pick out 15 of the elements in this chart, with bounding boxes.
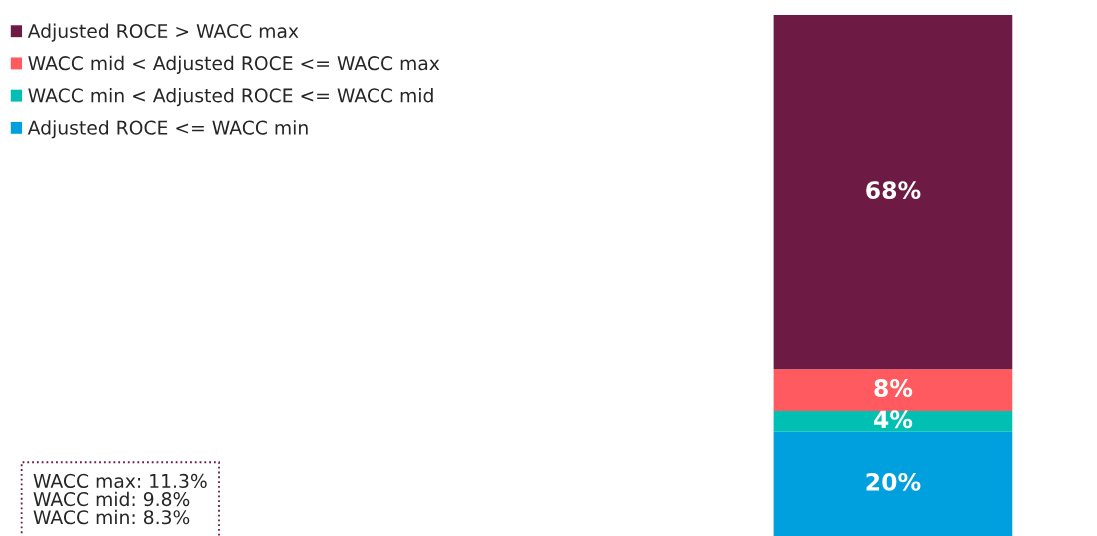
legend-label: WACC mid < Adjusted ROCE <= WACC max	[28, 55, 440, 74]
bar	[773, 410, 1013, 432]
legend-label: Adjusted ROCE > WACC max	[27, 23, 299, 42]
legend-label: WACC min < Adjusted ROCE <= WACC mid	[28, 88, 433, 107]
data-label: 8%	[874, 379, 913, 397]
bar	[773, 15, 1013, 370]
bar	[773, 369, 1013, 411]
text: WACC mid: 9.8%	[33, 491, 190, 507]
data-label: 20%	[866, 472, 921, 491]
data-label: 4%	[873, 410, 913, 429]
legend-label: Adjusted ROCE <= WACC min	[27, 120, 308, 139]
text: WACC min: 8.3%	[33, 509, 190, 525]
bar	[773, 431, 1013, 536]
text: WACC max: 11.3%	[33, 473, 207, 489]
data-label: 68%	[866, 181, 921, 199]
